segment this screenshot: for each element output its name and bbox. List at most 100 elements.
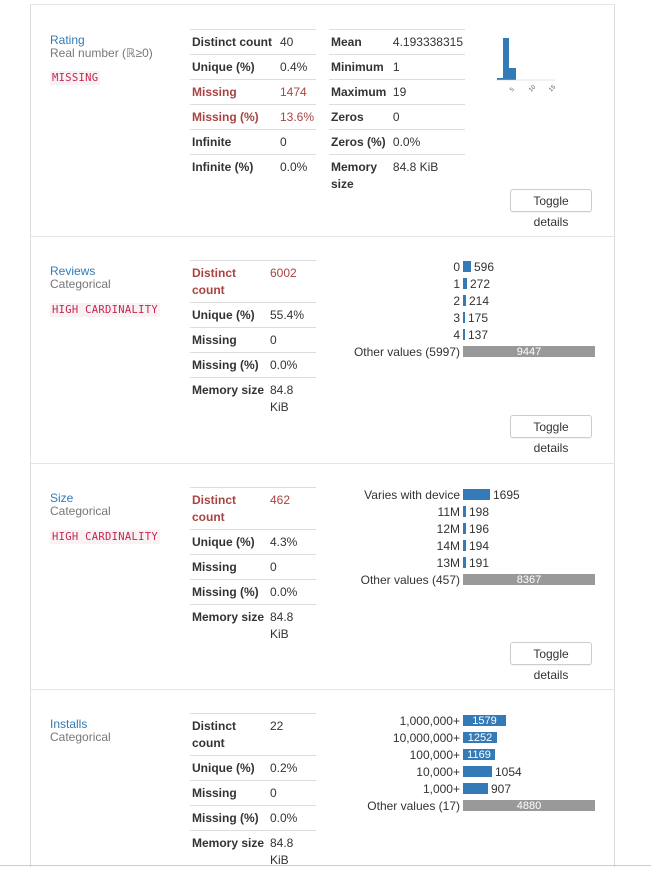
frequency-row-other: Other values (457)8367 (330, 572, 630, 588)
stat-label: Missing (190, 781, 268, 806)
frequency-label: 3 (453, 310, 460, 326)
stats-row: Missing (%)0.0% (190, 353, 316, 378)
frequency-bar (463, 540, 466, 551)
frequency-row-other: Other values (5997)9447 (330, 344, 630, 360)
stat-value: 0 (391, 105, 465, 130)
frequency-count: 1695 (493, 487, 520, 503)
stat-label: Distinct count (190, 714, 268, 756)
frequency-label: 11M (438, 504, 460, 520)
frequency-label: Varies with device (364, 487, 460, 503)
frequency-count: 137 (468, 327, 488, 343)
frequency-label: 12M (437, 521, 460, 537)
stats-row: Missing (%)0.0% (190, 580, 316, 605)
stats-row: Missing (%)0.0% (190, 806, 316, 831)
stat-label: Missing (%) (190, 353, 268, 378)
frequency-bar (463, 295, 466, 306)
high-cardinality-badge: HIGH CARDINALITY (50, 303, 160, 317)
stats-row: Unique (%)55.4% (190, 303, 316, 328)
stat-label: Missing (%) (190, 105, 278, 130)
frequency-label: 1,000,000+ (400, 713, 460, 729)
stat-value: 4.3% (268, 530, 316, 555)
stat-value: 0.0% (391, 130, 465, 155)
variable-type: Categorical (50, 278, 111, 291)
frequency-bar (463, 766, 492, 777)
stat-value: 462 (268, 488, 316, 530)
stat-label: Mean (329, 30, 391, 55)
stat-label: Memory size (190, 605, 268, 647)
stat-label: Infinite (%) (190, 155, 278, 180)
stat-value: 84.8 KiB (268, 378, 316, 420)
variable-type: Real number (ℝ≥0) (50, 47, 153, 60)
stat-value: 0 (268, 781, 316, 806)
variable-size: Size Categorical HIGH CARDINALITY Distin… (31, 464, 614, 689)
frequency-count: 4880 (463, 798, 595, 814)
frequency-count: 1169 (463, 747, 495, 763)
frequency-row-other: Other values (17)4880 (330, 798, 630, 814)
frequency-count: 9447 (463, 344, 595, 360)
toggle-details-button[interactable]: Toggle details (510, 415, 592, 438)
stat-label: Missing (%) (190, 580, 268, 605)
frequency-bar (463, 261, 471, 272)
frequency-label: 1,000+ (423, 781, 460, 797)
stat-label: Zeros (329, 105, 391, 130)
frequency-label: Other values (17) (367, 798, 460, 814)
stat-value: 13.6% (278, 105, 316, 130)
frequency-row: 100,000+1169 (330, 747, 630, 763)
stat-label: Missing (190, 80, 278, 105)
stat-label: Missing (%) (190, 806, 268, 831)
toggle-details-button[interactable]: Toggle details (510, 642, 592, 665)
frequency-count: 194 (469, 538, 489, 554)
frequency-count: 196 (469, 521, 489, 537)
stat-value: 84.8 KiB (391, 155, 465, 197)
stat-value: 0.0% (268, 353, 316, 378)
frequency-count: 1579 (463, 713, 506, 729)
histogram-tick: 15 (548, 84, 557, 93)
stats-row: Unique (%)0.4% (190, 55, 316, 80)
stat-label: Minimum (329, 55, 391, 80)
frequency-bar (463, 312, 465, 323)
histogram-bar (509, 68, 516, 80)
frequency-label: Other values (457) (361, 572, 460, 588)
stat-value: 0 (278, 130, 316, 155)
frequency-count: 272 (470, 276, 490, 292)
stat-label: Unique (%) (190, 756, 268, 781)
frequency-count: 8367 (463, 572, 595, 588)
toggle-details-button[interactable]: Toggle details (510, 189, 592, 212)
stat-label: Memory size (190, 378, 268, 420)
stat-label: Missing (190, 555, 268, 580)
stat-label: Memory size (329, 155, 391, 197)
histogram-bar (503, 38, 509, 80)
frequency-row: 12M 196 (330, 521, 630, 537)
frequency-row: 14M 194 (330, 538, 630, 554)
stat-value: 55.4% (268, 303, 316, 328)
stats-row: Missing (%)13.6% (190, 105, 316, 130)
frequency-label: 14M (437, 538, 460, 554)
stat-value: 0.0% (268, 806, 316, 831)
frequency-row: 10,000,000+1252 (330, 730, 630, 746)
frequency-label: 10,000+ (416, 764, 460, 780)
frequency-count: 175 (468, 310, 488, 326)
frequency-bar (463, 489, 490, 500)
frequency-label: 100,000+ (410, 747, 460, 763)
stat-value: 1 (391, 55, 465, 80)
stat-value: 0.0% (268, 580, 316, 605)
variable-type: Categorical (50, 505, 111, 518)
frequency-bar (463, 523, 466, 534)
